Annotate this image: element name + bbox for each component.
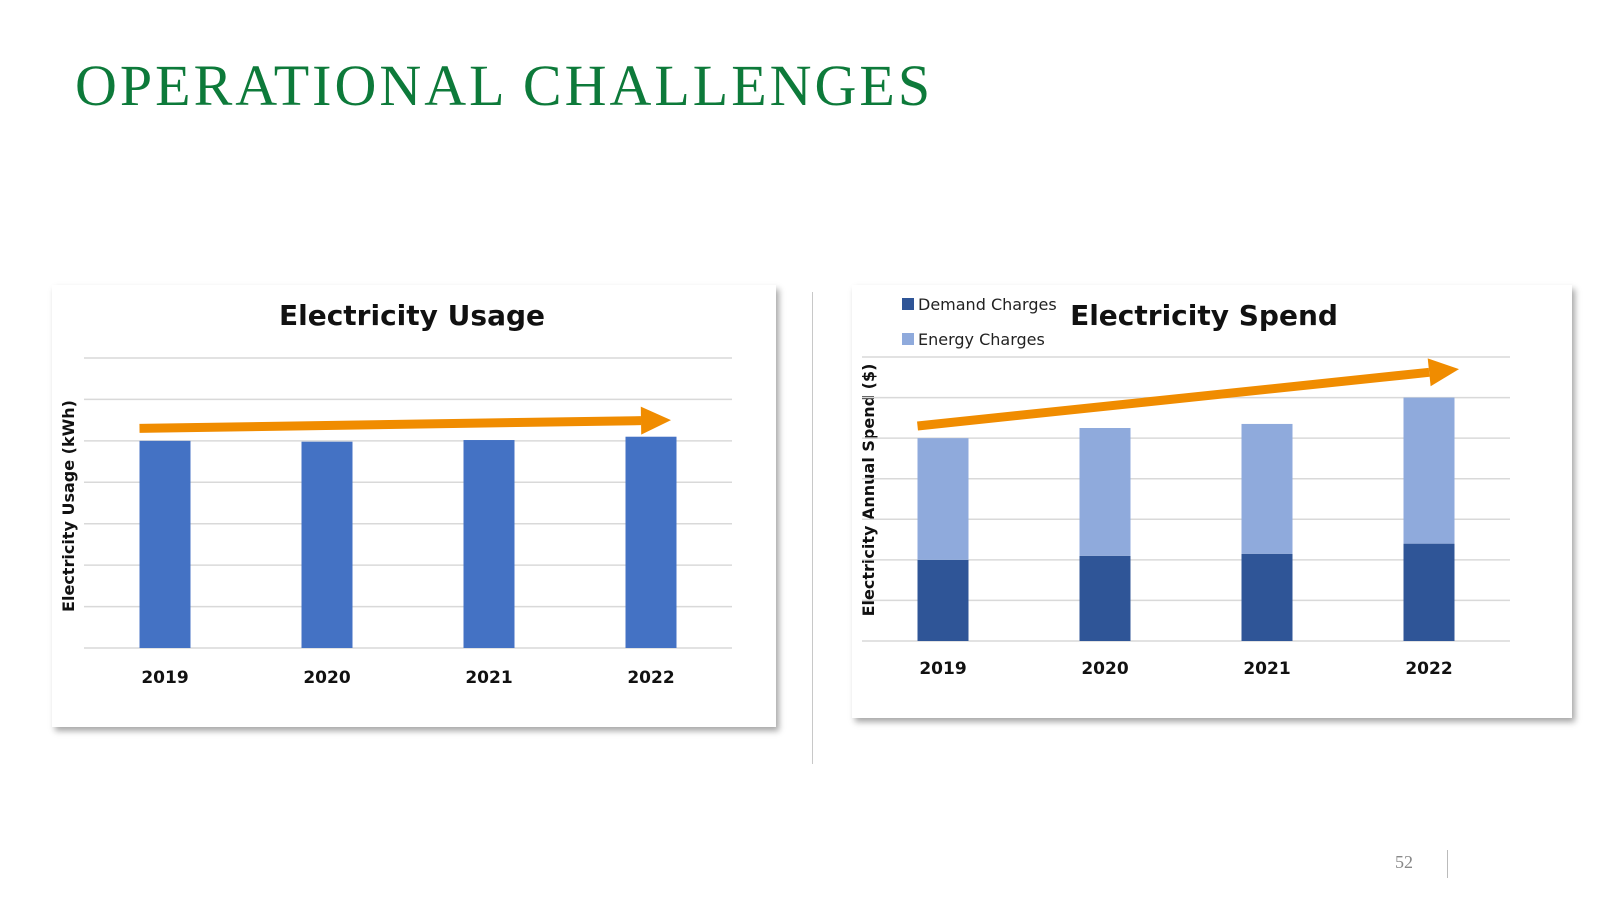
electricity-spend-chart: Demand Charges Energy Charges Electricit… [852,285,1572,718]
spend-bar-demand-charges-2020 [1079,555,1131,641]
usage-y-axis-label: Electricity Usage (kWh) [59,400,78,612]
slide-title: OPERATIONAL CHALLENGES [75,53,934,118]
spend-chart-title: Electricity Spend [1070,299,1338,332]
spend-legend: Demand Charges Energy Charges [902,295,1057,349]
spend-arrow-head [1427,358,1459,387]
spend-bar-energy-charges-2022 [1403,397,1455,544]
spend-chart-svg: Demand Charges Energy Charges Electricit… [859,295,1510,679]
usage-trend-arrow [139,406,671,435]
spend-x-tick-label: 2020 [1081,659,1128,679]
usage-bars [139,436,677,648]
spend-x-tick-label: 2019 [919,659,966,679]
spend-bar-energy-charges-2020 [1079,428,1131,556]
spend-bars [917,397,1455,641]
usage-bar-2022 [625,436,677,648]
spend-bar-demand-charges-2019 [917,559,969,641]
spend-arrow-shaft [917,367,1430,431]
spend-bar-energy-charges-2019 [917,438,969,560]
panel-divider [812,292,813,764]
page-number-rule [1447,850,1448,878]
spend-x-tick-label: 2022 [1405,659,1452,679]
legend-label-energy: Energy Charges [918,330,1045,349]
usage-bar-2021 [463,440,515,648]
usage-x-tick-label: 2019 [141,668,188,688]
usage-arrow-shaft [139,416,642,433]
usage-x-tick-label: 2020 [303,668,350,688]
legend-swatch-energy [902,333,914,345]
electricity-usage-chart: Electricity Usage Electricity Usage (kWh… [52,285,776,727]
spend-bar-demand-charges-2021 [1241,553,1293,641]
usage-chart-svg: Electricity Usage Electricity Usage (kWh… [59,299,732,688]
usage-x-ticks: 2019 2020 2021 2022 [141,668,674,688]
spend-trend-arrow [917,358,1459,431]
spend-bar-demand-charges-2022 [1403,543,1455,641]
usage-bar-2020 [301,441,353,648]
legend-label-demand: Demand Charges [918,295,1057,314]
spend-bar-energy-charges-2021 [1241,423,1293,554]
legend-swatch-demand [902,298,914,310]
spend-x-tick-label: 2021 [1243,659,1290,679]
usage-gridlines [84,357,732,649]
usage-x-tick-label: 2021 [465,668,512,688]
usage-bar-2019 [139,440,191,648]
spend-x-ticks: 2019 2020 2021 2022 [919,659,1452,679]
page-number: 52 [1395,852,1413,872]
usage-arrow-head [640,406,671,435]
spend-gridlines [862,356,1510,642]
usage-x-tick-label: 2022 [627,668,674,688]
usage-chart-title: Electricity Usage [279,299,545,332]
spend-y-axis-label: Electricity Annual Spend ($) [859,364,878,617]
